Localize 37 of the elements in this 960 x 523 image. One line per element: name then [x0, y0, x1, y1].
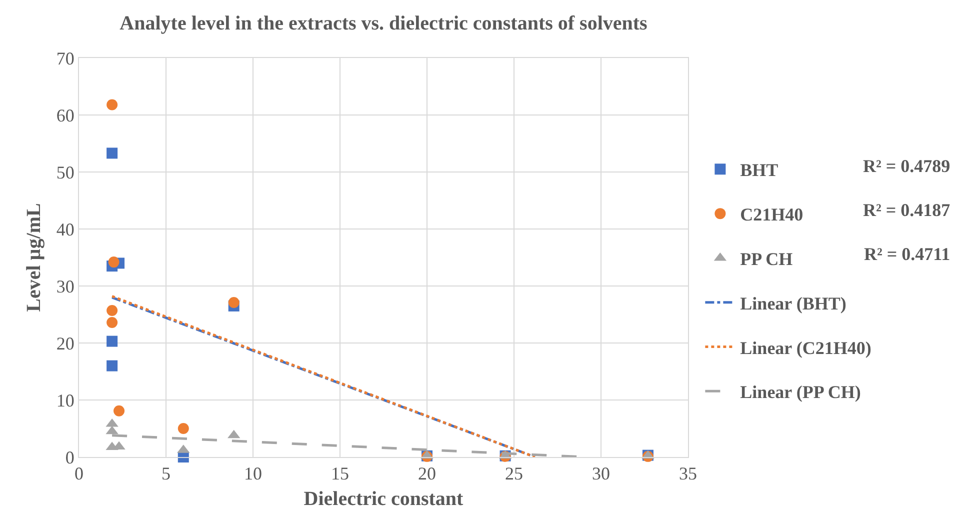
y-tick-label: 60: [56, 105, 74, 126]
y-axis-title: Level µg/mL: [22, 203, 45, 312]
point: [106, 336, 118, 347]
legend-label: Linear (PP CH): [740, 382, 861, 402]
x-tick-label: 15: [331, 464, 349, 484]
point: [114, 405, 125, 416]
chart-title: Analyte level in the extracts vs. dielectric constants of solvents: [120, 12, 648, 35]
point: [106, 99, 118, 110]
point: [178, 423, 189, 434]
y-tick-label: 0: [65, 447, 74, 468]
point: [106, 305, 118, 316]
legend-label: C21H40: [740, 204, 804, 225]
legend-label: Linear (C21H40): [740, 338, 872, 358]
text: R² = 0.4711: [864, 244, 950, 264]
y-tick-label: 20: [56, 333, 74, 354]
legend-label: PP CH: [740, 248, 793, 269]
x-tick-label: 30: [592, 464, 610, 484]
point: [106, 316, 118, 328]
y-tick-label: 40: [56, 219, 74, 240]
text: R² = 0.4789: [863, 156, 950, 176]
x-tick-label: 5: [162, 464, 170, 484]
x-tick-label: 25: [505, 464, 523, 484]
x-tick-label: 35: [679, 464, 697, 484]
point: [106, 360, 118, 372]
point: [106, 148, 118, 159]
legend-label: BHT: [740, 160, 778, 180]
y-tick-label: 10: [56, 390, 74, 410]
y-tick-label: 50: [56, 162, 74, 182]
x-tick-label: 20: [418, 464, 436, 484]
x-tick-label: 10: [244, 464, 262, 484]
y-tick-label: 70: [56, 48, 74, 68]
x-axis-title: Dielectric constant: [304, 488, 464, 510]
y-tick-label: 30: [56, 276, 74, 296]
legend-label: Linear (BHT): [740, 293, 846, 314]
point: [108, 256, 120, 268]
point: [228, 297, 240, 308]
text: R² = 0.4187: [863, 200, 950, 220]
